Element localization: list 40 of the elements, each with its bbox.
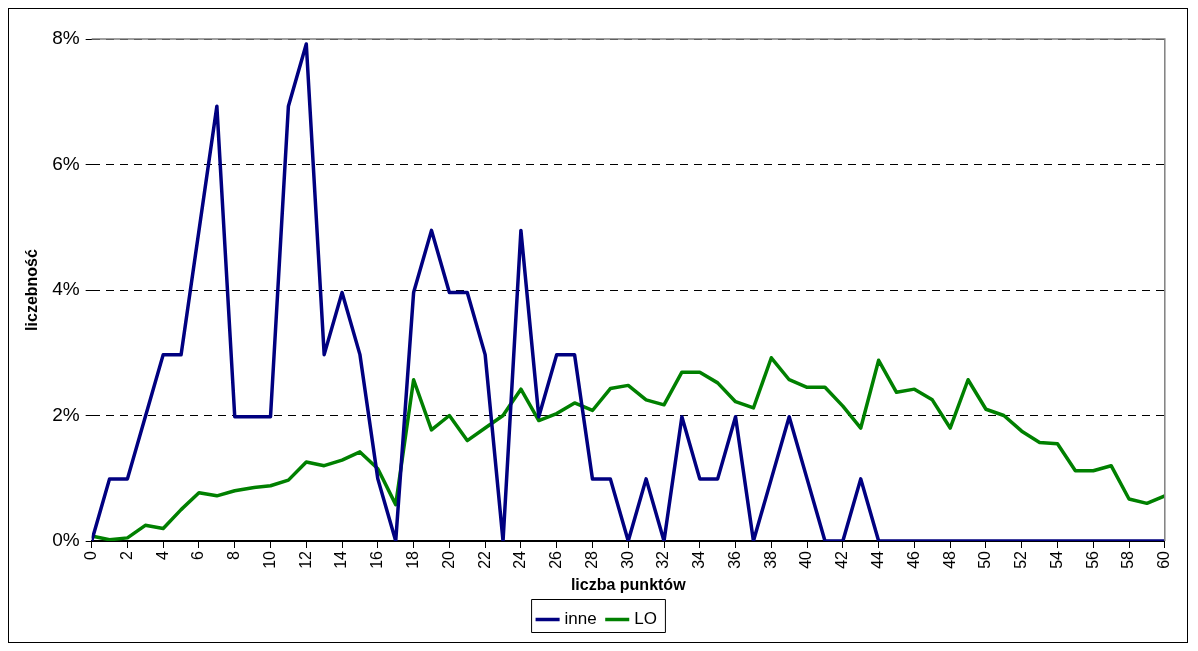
x-tick-label: 38 <box>761 550 779 569</box>
x-tick-label: 50 <box>976 550 994 569</box>
x-tick-label: 34 <box>690 550 708 569</box>
x-tick-label: 36 <box>725 550 743 569</box>
x-tick-label: 32 <box>654 550 672 569</box>
x-tick-label: 56 <box>1083 550 1101 569</box>
y-tick-label: 4% <box>52 278 80 300</box>
x-tick-label: 44 <box>869 550 887 569</box>
x-tick-label: 6 <box>189 550 207 560</box>
y-tick-label: 2% <box>52 403 80 425</box>
x-tick-label: 22 <box>475 550 493 569</box>
x-tick-label: 40 <box>797 550 815 569</box>
x-tick-label: 54 <box>1047 550 1065 569</box>
x-tick-label: 2 <box>117 550 135 560</box>
x-tick-label: 46 <box>904 550 922 569</box>
x-tick-label: 20 <box>439 550 457 569</box>
x-tick-label: 28 <box>582 550 600 569</box>
x-tick-label: 4 <box>153 550 171 560</box>
x-tick-label: 14 <box>332 550 350 569</box>
x-tick-label: 42 <box>833 550 851 569</box>
x-tick-label: 18 <box>404 550 422 569</box>
legend-label: LO <box>634 609 657 629</box>
x-tick-label: 26 <box>547 550 565 569</box>
x-axis-title: liczba punktów <box>570 575 687 593</box>
y-tick-label: 6% <box>52 152 80 174</box>
x-tick-label: 8 <box>225 550 243 560</box>
x-tick-label: 0 <box>82 550 100 560</box>
x-tick-label: 58 <box>1119 550 1137 569</box>
x-tick-label: 30 <box>618 550 636 569</box>
y-tick-label: 0% <box>52 529 80 551</box>
x-tick-label: 60 <box>1155 550 1173 569</box>
y-tick-label: 8% <box>52 27 80 49</box>
x-tick-label: 16 <box>368 550 386 569</box>
x-tick-label: 12 <box>296 550 314 569</box>
x-tick-label: 10 <box>260 550 278 569</box>
y-axis-title: liczebność <box>23 249 41 331</box>
legend-label: inne <box>564 609 597 629</box>
x-tick-label: 48 <box>940 550 958 569</box>
x-tick-label: 52 <box>1012 550 1030 569</box>
x-tick-label: 24 <box>511 550 529 569</box>
